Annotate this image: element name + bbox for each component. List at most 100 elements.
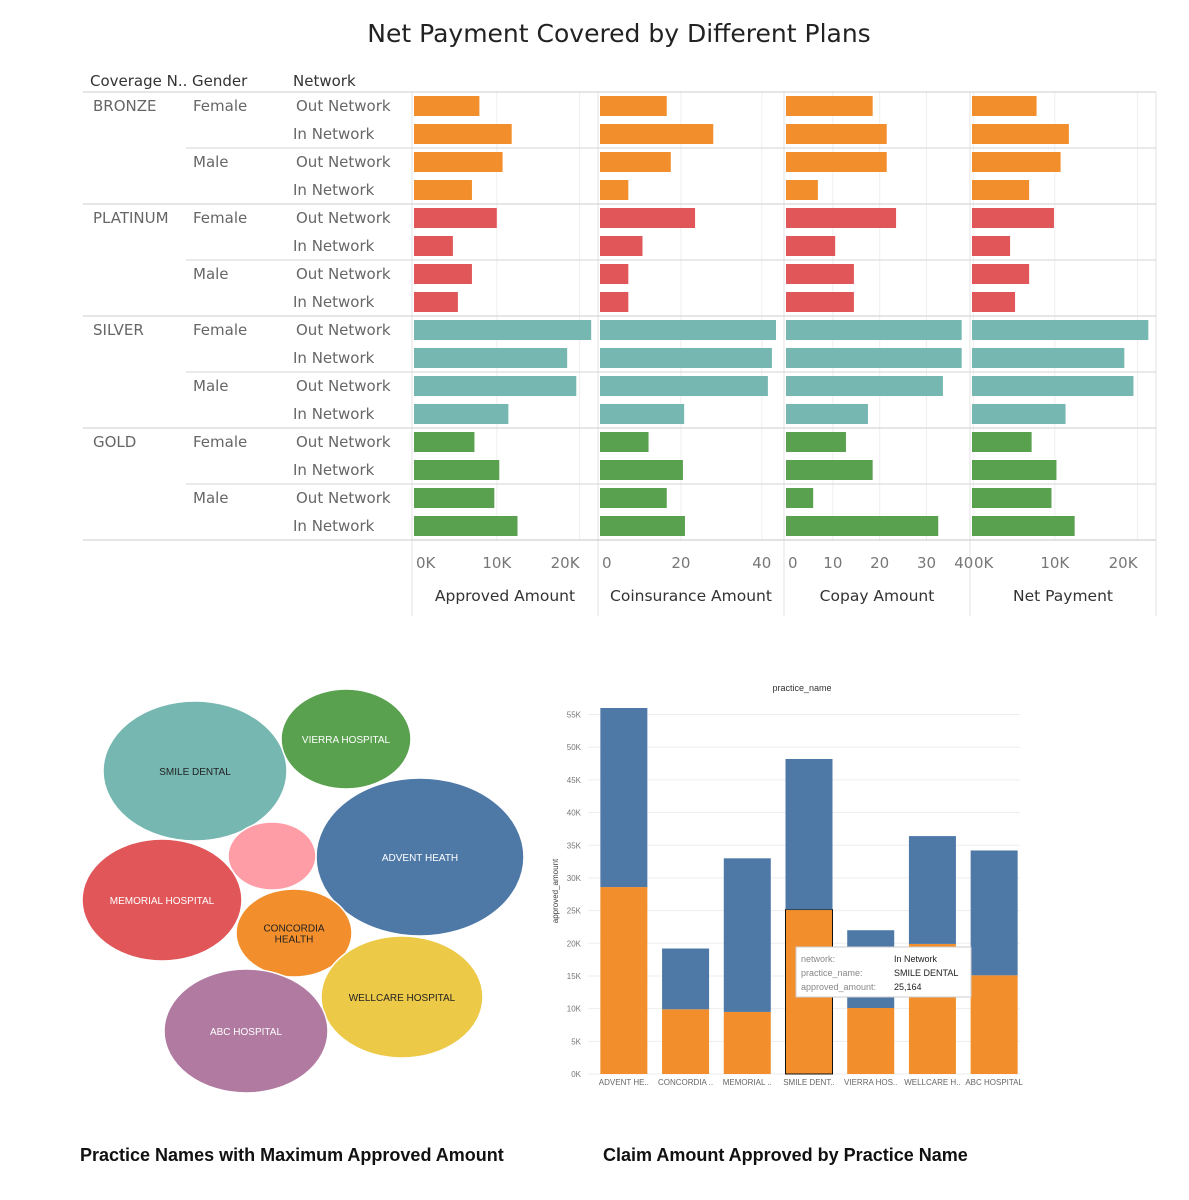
bar [786,180,818,200]
bubble-label: WELLCARE HOSPITAL [349,993,456,1004]
network-label: In Network [293,461,375,479]
bar [414,292,458,312]
bubble [81,838,243,962]
bar [600,180,629,200]
network-label: Out Network [296,97,391,115]
bar [786,404,868,424]
y-tick-label: 40K [567,809,582,818]
tooltip-key: approved_amount: [801,982,876,992]
network-label: Out Network [296,489,391,507]
bar [600,348,772,368]
bar [414,376,577,396]
bubble [280,688,412,790]
x-tick-label: ABC HOSPITAL [965,1078,1023,1087]
bar [786,376,943,396]
bar [786,152,887,172]
chart-title: practice_name [772,683,831,693]
bar [972,152,1061,172]
y-tick-label: 50K [567,743,582,752]
bar-segment [723,858,771,1012]
bar [972,208,1054,228]
bar-segment [662,948,710,1010]
y-tick-label: 5K [571,1037,581,1046]
bar [600,264,629,284]
gender-label: Male [193,489,229,507]
tooltip-value: 25,164 [894,982,922,992]
bar [414,516,518,536]
tooltip-value: SMILE DENTAL [894,968,958,978]
x-tick-label: ADVENT HE.. [599,1078,649,1087]
coverage-label: GOLD [93,433,136,451]
bar [786,124,887,144]
bubble-chart-caption: Practice Names with Maximum Approved Amo… [80,1145,504,1165]
coverage-label: SILVER [93,321,144,339]
bar [600,432,649,452]
bar [972,124,1069,144]
bar-segment [600,708,648,888]
bar [972,404,1066,424]
y-tick-label: 45K [567,776,582,785]
bar [972,180,1030,200]
chart-title: Net Payment Covered by Different Plans [367,19,870,48]
bar [600,376,768,396]
x-tick-label: MEMORIAL .. [723,1078,772,1087]
tooltip-box [795,946,972,998]
bar [786,488,814,508]
x-tick-label: VIERRA HOS.. [844,1078,897,1087]
bar [786,348,962,368]
coverage-label: BRONZE [93,97,157,115]
tooltip-key: network: [801,954,835,964]
gender-label: Female [193,433,247,451]
tick-label: 20K [551,554,581,572]
bar [972,292,1016,312]
bar [972,488,1052,508]
bar [600,292,629,312]
tick-label: 40 [752,554,771,572]
network-label: Out Network [296,321,391,339]
bar-segment [970,850,1018,976]
bar-segment [723,1011,771,1074]
bar-segment [908,836,956,944]
bar [414,264,472,284]
bar [786,236,836,256]
bar-segment [970,975,1018,1074]
gender-label: Male [193,377,229,395]
gender-label: Female [193,321,247,339]
tick-label: 10 [823,554,842,572]
axis-label: Copay Amount [820,587,935,605]
bubble-label: HEALTH [275,935,314,946]
bubble [102,700,288,842]
tick-label: 20 [671,554,690,572]
bar [414,460,500,480]
bar [414,208,497,228]
bar [972,516,1075,536]
net-payment-chart: Net Payment Covered by Different Plans Co… [83,19,1157,616]
row-header: Network [293,72,356,90]
bar [972,432,1032,452]
bar [600,488,667,508]
bar [414,432,475,452]
y-tick-label: 30K [567,874,582,883]
x-tick-label: SMILE DENT.. [783,1078,835,1087]
bubble-label: MEMORIAL HOSPITAL [110,896,215,907]
bar [786,516,939,536]
bar [972,376,1134,396]
gender-label: Female [193,97,247,115]
bar [786,292,854,312]
tick-label: 0K [416,554,437,572]
bar [414,404,509,424]
row-header: Gender [192,72,248,90]
y-tick-label: 10K [567,1005,582,1014]
tick-label: 40 [954,554,973,572]
tick-label: 10K [482,554,512,572]
bar [786,432,846,452]
tick-label: 10K [1040,554,1070,572]
bubble [163,968,329,1094]
tooltip-key: practice_name: [801,968,863,978]
bar [972,264,1030,284]
y-tick-label: 55K [567,711,582,720]
bar [600,208,696,228]
tooltip-value: In Network [894,954,938,964]
bubble-label: CONCORDIA [263,924,324,935]
network-label: Out Network [296,209,391,227]
